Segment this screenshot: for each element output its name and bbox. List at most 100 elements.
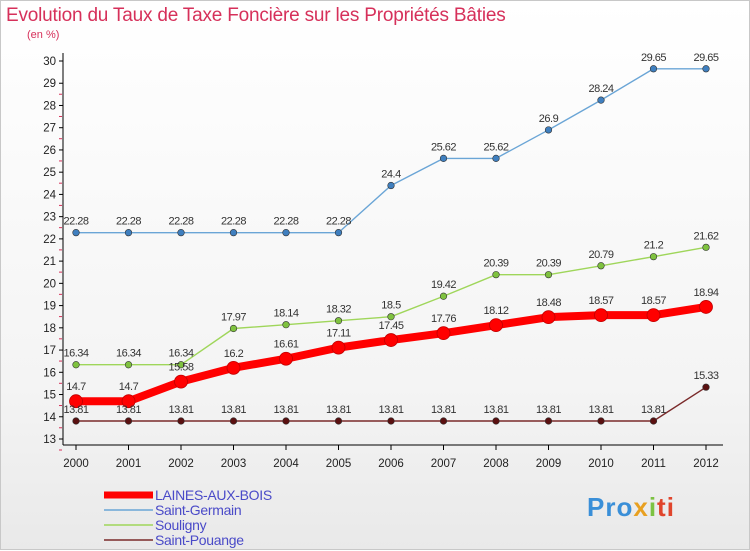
x-tick-label: 2009 [536,458,562,470]
y-tick-label: 29 [43,78,56,90]
data-label: 22.28 [273,216,298,228]
x-tick-label: 2000 [63,458,89,470]
data-point [124,417,133,425]
y-tick-label: 30 [43,56,56,68]
data-label: 13.81 [63,404,88,416]
data-point [544,126,553,134]
y-tick-label: 20 [43,278,56,290]
data-point [384,333,398,347]
data-label: 18.57 [641,295,666,307]
data-point [387,181,395,190]
data-label: 22.28 [116,216,141,228]
data-label: 13.81 [431,404,456,416]
x-tick-label: 2010 [588,458,614,470]
x-tick-label: 2006 [378,458,404,470]
x-tick-label: 2001 [116,458,142,470]
data-label: 14.7 [66,381,86,393]
data-point [436,326,451,341]
data-point [702,383,710,391]
y-axis-unit-label: (en %) [27,29,60,41]
data-point [702,243,710,251]
data-point [174,374,188,389]
data-label: 13.81 [641,404,666,416]
chart-title: Evolution du Taux de Taxe Foncière sur l… [6,5,506,26]
y-tick-label: 28 [43,100,56,112]
data-label: 17.45 [378,320,403,332]
data-label: 13.81 [168,404,193,416]
data-label: 16.34 [168,348,193,360]
data-point [492,271,500,279]
data-label: 18.94 [693,287,718,299]
data-point [279,351,293,366]
data-point [282,417,290,425]
data-point [282,321,290,329]
x-tick-labels: 2000 2001 2002 2003 2004 2005 2006 2007 2008 2009… [63,445,719,470]
x-tick-label: 2003 [221,458,247,470]
data-point [72,361,80,369]
data-label: 15.33 [693,370,718,382]
data-label: 17.76 [431,313,456,325]
data-label: 16.2 [224,348,244,360]
x-tick-label: 2004 [273,458,299,470]
data-label: 22.28 [168,216,193,228]
y-tick-label: 15 [43,390,56,402]
data-label: 20.39 [483,258,508,270]
data-point [699,300,713,314]
data-label: 26.9 [539,113,559,125]
data-point [649,417,658,425]
y-tick-labels: 13 14 15 16 17 18 19 20 21 22 23 24 25 26 27 28 29 30 [43,56,63,451]
y-tick-label: 25 [43,167,56,179]
data-point [124,229,133,237]
series-souligny [72,243,710,369]
y-tick-label: 21 [43,256,56,268]
data-point [121,394,136,409]
data-point [334,317,343,325]
data-label: 22.28 [221,216,246,228]
data-label: 25.62 [431,141,456,153]
data-point [331,340,346,355]
data-point [229,417,238,425]
data-label: 29.65 [641,52,666,64]
data-label: 17.11 [326,328,351,340]
data-label: 18.14 [273,308,298,320]
data-point [649,253,658,261]
data-point [334,417,343,425]
y-tick-label: 19 [43,301,56,313]
data-point [226,360,241,375]
data-label: 18.32 [326,304,351,316]
data-point [439,417,448,425]
data-point [334,229,343,237]
data-label: 18.57 [588,295,613,307]
data-label: 13.81 [221,404,246,416]
data-label: 16.34 [63,348,88,360]
data-point [124,361,133,369]
x-tick-label: 2012 [693,458,719,470]
data-label: 24.4 [381,169,401,181]
data-label: 15.58 [168,362,193,374]
y-tick-label: 23 [43,212,56,224]
legend-entry: LAINES-AUX-BOIS [155,487,272,503]
data-point [439,292,448,300]
x-tick-label: 2002 [168,458,194,470]
legend-entry: Souligny [155,517,207,533]
x-tick-label: 2007 [431,458,457,470]
data-point [597,262,605,270]
data-label: 16.34 [116,348,141,360]
data-point [177,417,185,425]
y-tick-label: 27 [43,123,56,135]
data-label: 13.81 [588,404,613,416]
data-point [177,229,185,237]
data-label: 13.81 [378,404,403,416]
data-label: 21.62 [693,230,718,242]
y-tick-label: 18 [43,323,56,335]
logo-part-1: Pro [587,492,634,522]
y-tick-label: 16 [43,367,56,379]
data-point [177,361,185,369]
data-label: 14.7 [119,381,139,393]
data-label: 18.12 [483,305,508,317]
y-tick-label: 17 [43,345,56,357]
legend-entry: Saint-Pouange [155,532,244,548]
logo-part-3: i [648,492,658,522]
legend-entry: Saint-Germain [155,502,241,518]
